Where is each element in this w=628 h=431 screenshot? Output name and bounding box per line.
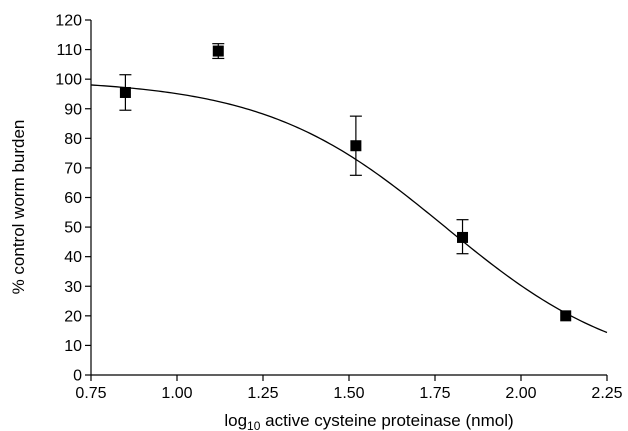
y-tick-label: 0 (73, 368, 82, 385)
y-tick-label: 70 (64, 160, 82, 177)
y-tick-label: 120 (55, 13, 82, 30)
x-axis-title-rest: active cysteine proteinase (nmol) (260, 411, 513, 430)
x-tick-label: 2.00 (505, 385, 536, 402)
y-tick-label: 90 (64, 101, 82, 118)
y-axis-title: % control worm burden (9, 120, 28, 295)
x-tick-label: 1.75 (419, 385, 450, 402)
x-tick-label: 1.25 (247, 385, 278, 402)
data-point (350, 140, 362, 152)
data-point (119, 86, 131, 98)
data-point (457, 231, 469, 243)
data-point-group (349, 115, 362, 176)
data-points (119, 43, 572, 322)
x-tick-label: 1.50 (333, 385, 364, 402)
fit-curve (90, 84, 608, 334)
x-axis-title-log: log (224, 411, 247, 430)
data-point-group (119, 74, 132, 111)
y-tick-label: 60 (64, 190, 82, 207)
y-tick-label: 20 (64, 308, 82, 325)
data-point (560, 310, 572, 322)
y-tick-label: 30 (64, 279, 82, 296)
y-ticks: 0 10 20 30 40 50 60 70 80 90 100 110 120 (55, 13, 91, 385)
y-tick-label: 80 (64, 131, 82, 148)
y-axis: 0 10 20 30 40 50 60 70 80 90 100 110 120 (55, 13, 92, 385)
x-axis-title: log10 active cysteine proteinase (nmol) (224, 411, 513, 431)
y-tick-label: 110 (56, 42, 82, 59)
y-tick-label: 100 (55, 72, 82, 89)
data-point-group (560, 310, 572, 322)
x-tick-label: 0.75 (75, 385, 106, 402)
data-point (212, 45, 224, 57)
x-axis-title-subscript: 10 (247, 419, 261, 431)
y-tick-label: 10 (64, 338, 82, 355)
y-tick-label: 40 (64, 249, 82, 266)
x-ticks: 0.75 1.00 1.25 1.50 1.75 2.00 2.25 (75, 375, 623, 402)
y-tick-label: 50 (64, 220, 82, 237)
x-axis: 0.75 1.00 1.25 1.50 1.75 2.00 2.25 (75, 374, 623, 402)
x-tick-label: 1.00 (161, 385, 192, 402)
data-point-group (212, 43, 225, 60)
x-tick-label: 2.25 (591, 385, 622, 402)
data-point-group (456, 219, 469, 255)
